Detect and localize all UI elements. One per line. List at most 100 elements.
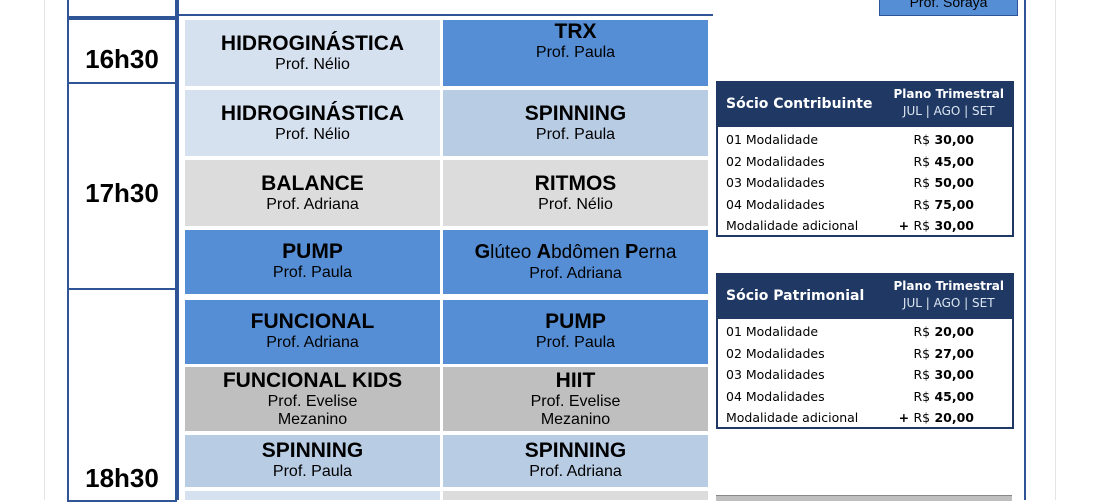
class-location: Mezanino <box>540 411 611 428</box>
pricing-value: R$ 30,00 <box>913 367 974 382</box>
time-box-previous <box>67 0 177 18</box>
pricing-row: Modalidade adicional + R$ 20,00 <box>718 407 1012 429</box>
pricing-table-contribuinte: Sócio Contribuinte Plano Trimestral JUL … <box>716 81 1014 237</box>
class-instructor: Prof. Nélio <box>538 196 613 213</box>
pricing-row: 04 Modalidades R$ 75,00 <box>718 194 1012 216</box>
class-cell: RITMOS Prof. Nélio <box>443 160 708 226</box>
class-cell: PUMP Prof. Paula <box>443 300 708 364</box>
class-instructor: Prof. Evelise <box>267 393 358 410</box>
class-cell: FUNCIONAL Prof. Adriana <box>185 300 440 364</box>
class-name: FUNCIONAL <box>250 310 375 333</box>
class-instructor: Prof. Paula <box>535 126 616 143</box>
class-cell: SPINNING Prof. Paula <box>185 435 440 487</box>
pricing-title: Sócio Patrimonial <box>726 288 865 304</box>
class-name: PUMP <box>282 240 343 263</box>
class-instructor: Prof. Adriana <box>529 265 622 282</box>
pricing-value: R$ 75,00 <box>913 196 974 212</box>
pricing-label: 01 Modalidade <box>726 324 819 339</box>
pricing-label: 03 Modalidades <box>726 175 825 190</box>
class-instructor: Prof. Paula <box>535 44 616 61</box>
pricing-plan: Plano Trimestral JUL | AGO | SET <box>893 278 1004 312</box>
pricing-label: 04 Modalidades <box>726 388 825 404</box>
pricing-value: R$ 30,00 <box>913 132 974 147</box>
pricing-row: 02 Modalidades R$ 45,00 <box>718 151 1012 173</box>
class-cell: HIDROGINÁSTICA Prof. Nélio <box>185 20 440 86</box>
time-slot-1830: 18h30 <box>67 288 177 502</box>
pricing-row: 02 Modalidades R$ 27,00 <box>718 343 1012 365</box>
frame-right-border <box>1024 0 1026 500</box>
class-name: HIDROGINÁSTICA <box>220 32 405 55</box>
class-name: SPINNING <box>524 102 627 125</box>
time-slot-1630: 16h30 <box>67 18 177 84</box>
time-slot-1730: 17h30 <box>67 82 177 290</box>
class-instructor: Prof. Paula <box>272 463 353 480</box>
pricing-label: 03 Modalidades <box>726 367 825 382</box>
plan-name: Plano Trimestral <box>893 279 1004 293</box>
time-label: 17h30 <box>85 178 159 208</box>
class-name: BALANCE <box>261 172 364 195</box>
class-name: SPINNING <box>261 439 364 462</box>
pricing-label: 02 Modalidades <box>726 153 825 169</box>
time-label: 16h30 <box>85 44 159 74</box>
class-instructor: Prof. Evelise <box>530 393 621 410</box>
class-name: FUNCIONAL KIDS <box>222 369 403 392</box>
class-name-part: A <box>536 241 552 263</box>
class-cell: PUMP Prof. Paula <box>185 230 440 294</box>
plan-name: Plano Trimestral <box>893 87 1004 101</box>
pricing-header: Sócio Patrimonial Plano Trimestral JUL |… <box>718 275 1012 319</box>
pricing-row: 03 Modalidades R$ 30,00 <box>718 364 1012 386</box>
page-edge-left <box>44 0 45 500</box>
pricing-row: 03 Modalidades R$ 50,00 <box>718 172 1012 194</box>
class-cell-partial <box>185 491 440 500</box>
time-label: 18h30 <box>85 463 159 493</box>
class-name-part: erna <box>638 242 677 263</box>
class-instructor: Prof. Paula <box>535 334 616 351</box>
pricing-rows: 01 Modalidade R$ 30,00 02 Modalidades R$… <box>718 127 1012 237</box>
class-name-part: G <box>474 241 491 263</box>
class-instructor: Prof. Adriana <box>529 463 622 480</box>
pricing-rows: 01 Modalidade R$ 20,00 02 Modalidades R$… <box>718 319 1012 429</box>
class-name-part: lúteo <box>490 242 537 263</box>
pricing-label: 01 Modalidade <box>726 132 819 147</box>
class-name: HIIT <box>555 369 596 392</box>
pricing-title: Sócio Contribuinte <box>726 96 873 112</box>
pricing-table-patrimonial: Sócio Patrimonial Plano Trimestral JUL |… <box>716 273 1014 429</box>
class-instructor: Prof. Adriana <box>266 334 359 351</box>
class-cell: HIIT Prof. Evelise Mezanino <box>443 367 708 431</box>
class-cell: SPINNING Prof. Paula <box>443 90 708 156</box>
class-name: RITMOS <box>534 172 617 195</box>
class-name: HIDROGINÁSTICA <box>220 102 405 125</box>
class-name: TRX <box>554 20 597 43</box>
pricing-label: 02 Modalidades <box>726 345 825 361</box>
class-cell: HIDROGINÁSTICA Prof. Nélio <box>185 90 440 156</box>
class-cell: BALANCE Prof. Adriana <box>185 160 440 226</box>
pricing-row: 01 Modalidade R$ 20,00 <box>718 321 1012 343</box>
class-name: Glúteo Abdômen Perna <box>443 240 708 265</box>
pricing-value: + R$ 30,00 <box>898 218 974 233</box>
plan-months: JUL | AGO | SET <box>902 296 995 310</box>
class-instructor: Prof. Adriana <box>266 196 359 213</box>
plan-months: JUL | AGO | SET <box>902 104 995 118</box>
pricing-row: 01 Modalidade R$ 30,00 <box>718 129 1012 151</box>
pricing-value: R$ 45,00 <box>913 388 974 404</box>
class-name: PUMP <box>545 310 606 333</box>
class-name-part: P <box>625 241 639 263</box>
grid-left-border <box>177 0 179 500</box>
class-instructor: Prof. Paula <box>272 264 353 281</box>
class-location: Mezanino <box>277 411 348 428</box>
class-instructor: Prof. Nélio <box>275 126 350 143</box>
pricing-row: Modalidade adicional + R$ 30,00 <box>718 215 1012 237</box>
pricing-row: 04 Modalidades R$ 45,00 <box>718 386 1012 408</box>
pricing-value: R$ 27,00 <box>913 345 974 361</box>
pricing-header: Sócio Contribuinte Plano Trimestral JUL … <box>718 83 1012 127</box>
pricing-value: R$ 50,00 <box>913 175 974 190</box>
pricing-value: R$ 20,00 <box>913 324 974 339</box>
instructor-tag-label: Prof. Soraya <box>909 0 988 10</box>
class-instructor: Prof. Nélio <box>275 56 350 73</box>
pricing-label: 04 Modalidades <box>726 196 825 212</box>
instructor-tag: Prof. Soraya <box>879 0 1018 16</box>
class-name-part: bdômen <box>551 242 626 263</box>
pricing-value: + R$ 20,00 <box>898 410 974 425</box>
class-cell: SPINNING Prof. Adriana <box>443 435 708 487</box>
class-cell: TRX Prof. Paula <box>443 20 708 86</box>
